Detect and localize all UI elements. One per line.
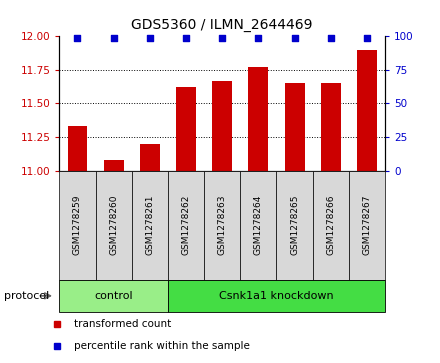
- Text: GSM1278266: GSM1278266: [326, 195, 335, 255]
- Text: protocol: protocol: [4, 291, 50, 301]
- Point: [363, 35, 370, 41]
- Point: [147, 35, 154, 41]
- Bar: [240, 171, 276, 280]
- Bar: [68, 126, 88, 171]
- Point: [74, 35, 81, 41]
- Bar: [349, 171, 385, 280]
- Bar: [59, 280, 168, 312]
- Text: percentile rank within the sample: percentile rank within the sample: [74, 341, 250, 351]
- Point: [183, 35, 190, 41]
- Text: GSM1278264: GSM1278264: [254, 195, 263, 255]
- Bar: [104, 160, 124, 171]
- Bar: [59, 171, 95, 280]
- Bar: [249, 67, 268, 171]
- Bar: [204, 171, 240, 280]
- Bar: [168, 171, 204, 280]
- Bar: [168, 280, 385, 312]
- Bar: [95, 171, 132, 280]
- Text: GSM1278262: GSM1278262: [182, 195, 191, 255]
- Bar: [132, 171, 168, 280]
- Text: Csnk1a1 knockdown: Csnk1a1 knockdown: [219, 291, 334, 301]
- Text: GSM1278261: GSM1278261: [145, 195, 154, 255]
- Point: [255, 35, 262, 41]
- Text: control: control: [94, 291, 133, 301]
- Text: transformed count: transformed count: [74, 319, 171, 329]
- Text: GSM1278263: GSM1278263: [218, 195, 227, 255]
- Bar: [285, 83, 304, 171]
- Bar: [176, 87, 196, 171]
- Bar: [321, 83, 341, 171]
- Point: [327, 35, 334, 41]
- Text: GSM1278260: GSM1278260: [109, 195, 118, 255]
- Bar: [313, 171, 349, 280]
- Point: [219, 35, 226, 41]
- Bar: [357, 50, 377, 171]
- Text: GSM1278267: GSM1278267: [363, 195, 371, 255]
- Point: [110, 35, 117, 41]
- Bar: [212, 81, 232, 171]
- Title: GDS5360 / ILMN_2644469: GDS5360 / ILMN_2644469: [132, 19, 313, 33]
- Bar: [140, 144, 160, 171]
- Bar: [276, 171, 313, 280]
- Text: GSM1278259: GSM1278259: [73, 195, 82, 255]
- Point: [291, 35, 298, 41]
- Text: GSM1278265: GSM1278265: [290, 195, 299, 255]
